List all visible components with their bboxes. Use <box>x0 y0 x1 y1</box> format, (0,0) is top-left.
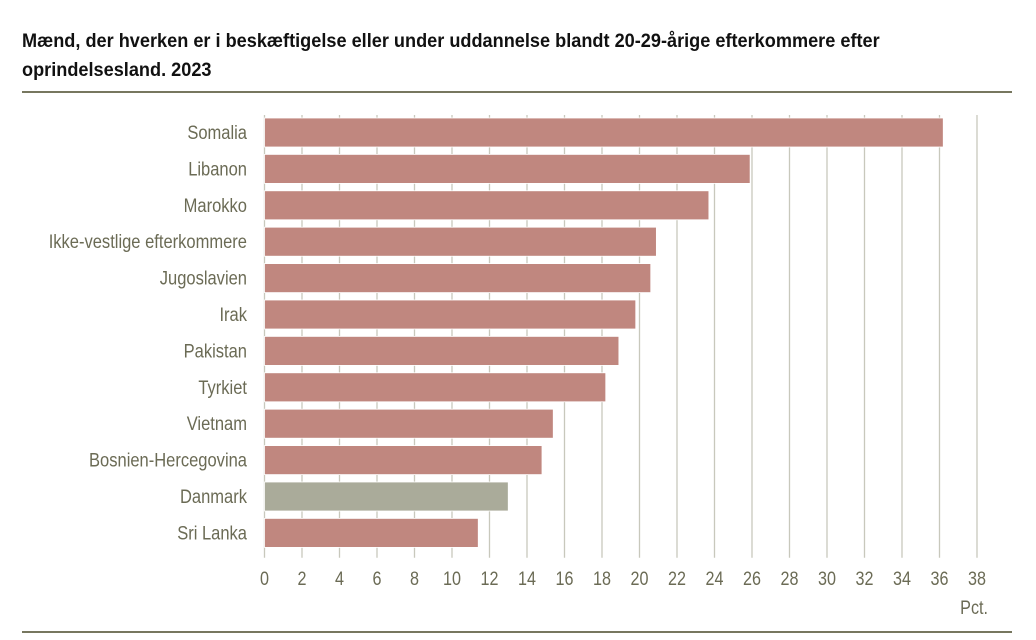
x-tick-label: 34 <box>893 568 911 590</box>
x-tick-label: 22 <box>668 568 686 590</box>
bar-pakistan <box>264 335 620 366</box>
x-tick-label: 18 <box>593 568 611 590</box>
x-tick-label: 10 <box>443 568 461 590</box>
category-label: Tyrkiet <box>198 377 247 398</box>
category-label: Vietnam <box>187 413 247 434</box>
x-tick-label: 32 <box>856 568 874 590</box>
category-label: Somalia <box>187 122 247 143</box>
bottom-rule <box>22 631 1012 633</box>
x-tick-label: 4 <box>335 568 344 590</box>
category-label: Ikke-vestlige efterkommere <box>49 231 247 252</box>
x-tick-label: 24 <box>706 568 724 590</box>
x-tick-label: 28 <box>781 568 799 590</box>
x-tick-label: 36 <box>931 568 949 590</box>
x-tick-label: 12 <box>481 568 499 590</box>
bar-marokko <box>264 190 710 221</box>
bar-somalia <box>264 117 944 148</box>
x-axis-label: Pct. <box>960 597 988 619</box>
bar-tyrkiet <box>264 372 607 403</box>
category-label: Irak <box>219 304 247 325</box>
top-rule <box>22 91 1012 93</box>
x-tick-label: 2 <box>298 568 307 590</box>
x-tick-label: 38 <box>968 568 986 590</box>
x-tick-label: 14 <box>518 568 536 590</box>
category-label: Jugoslavien <box>160 268 247 289</box>
category-label: Sri Lanka <box>177 522 247 543</box>
bar-ikke-vestlige-efterkommere <box>264 226 657 257</box>
category-label: Pakistan <box>184 340 247 361</box>
category-label: Libanon <box>188 158 247 179</box>
x-tick-label: 30 <box>818 568 836 590</box>
category-label: Danmark <box>180 486 247 507</box>
chart-title: Mænd, der hverken er i beskæftigelse ell… <box>22 30 880 81</box>
bar-irak <box>264 299 637 330</box>
bar-sri-lanka <box>264 518 479 548</box>
x-tick-label: 20 <box>631 568 649 590</box>
bar-danmark <box>264 481 509 512</box>
x-tick-label: 26 <box>743 568 761 590</box>
category-label: Marokko <box>184 195 247 216</box>
bar-vietnam <box>264 408 554 439</box>
category-label: Bosnien-Hercegovina <box>89 450 247 471</box>
x-tick-label: 0 <box>260 568 269 590</box>
x-tick-label: 16 <box>556 568 574 590</box>
x-tick-label: 6 <box>373 568 382 590</box>
bar-bosnien-hercegovina <box>264 445 543 476</box>
x-tick-label: 8 <box>410 568 419 590</box>
bar-libanon <box>264 153 751 184</box>
bar-jugoslavien <box>264 263 652 294</box>
